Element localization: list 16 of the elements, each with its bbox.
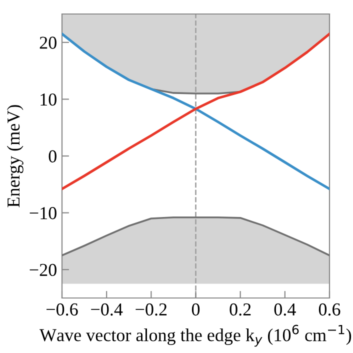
x-tick-label: 0 xyxy=(192,303,200,316)
x-tick-label: −0.2 xyxy=(136,303,167,316)
y-tick-label: −20 xyxy=(30,264,56,276)
y-tick-label: 20 xyxy=(40,36,56,49)
x-tick-label: 0.6 xyxy=(318,303,340,316)
y-tick-label: −10 xyxy=(30,207,56,220)
y-tick-label: 10 xyxy=(40,93,56,106)
x-tick-label: −0.4 xyxy=(91,303,123,316)
y-axis-title: Energy (meV) xyxy=(6,105,24,208)
x-tick-label: 0.4 xyxy=(274,303,296,316)
y-tick-label: 0 xyxy=(48,150,56,162)
x-tick-label: −0.6 xyxy=(46,303,78,316)
x-axis-title: Wave vector along the edge k$_{y}$ (10$^{6}$ cm$^{−1}$) xyxy=(39,324,352,347)
line-series xyxy=(62,216,330,256)
x-tick-label: 0.2 xyxy=(230,303,251,316)
line-series xyxy=(62,32,330,190)
